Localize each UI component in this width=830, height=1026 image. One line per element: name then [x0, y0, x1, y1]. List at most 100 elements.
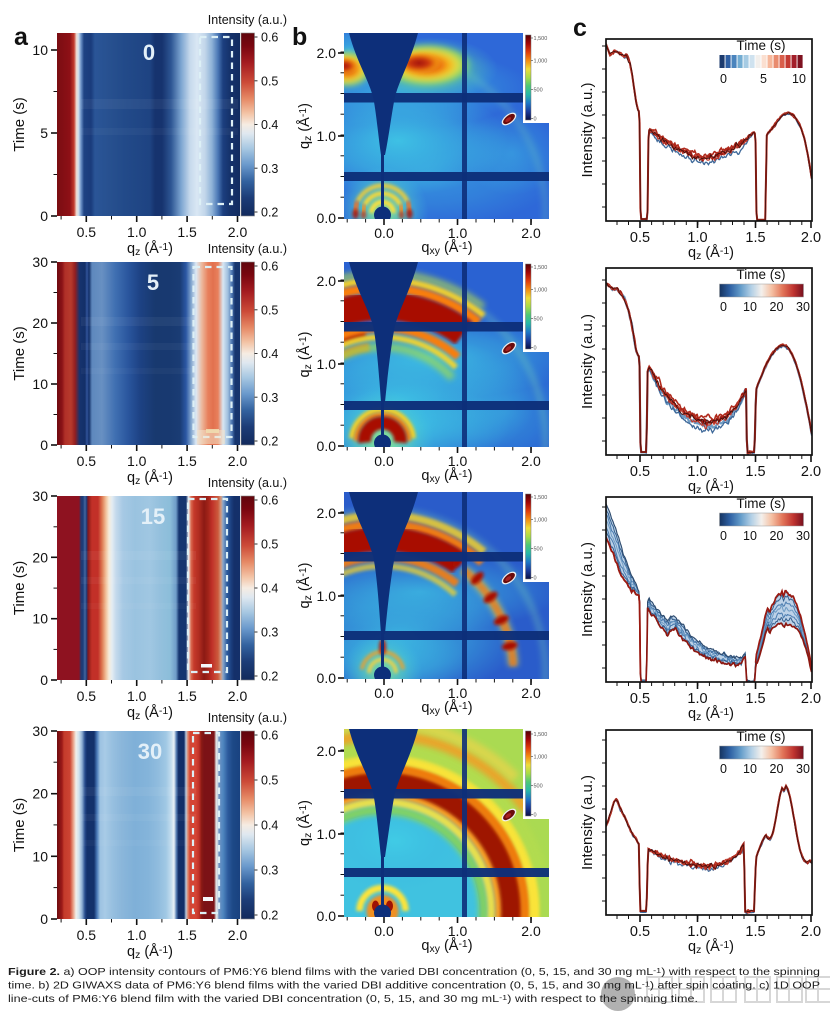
svg-text:0.4: 0.4 [261, 582, 278, 596]
svg-text:0.5: 0.5 [630, 464, 650, 480]
svg-text:2.0: 2.0 [801, 924, 821, 940]
svg-text:0.5: 0.5 [630, 230, 650, 246]
svg-text:2.0: 2.0 [801, 691, 821, 707]
svg-text:1.5: 1.5 [745, 924, 765, 940]
svg-text:2.0: 2.0 [317, 273, 337, 289]
svg-text:0.0: 0.0 [374, 923, 394, 939]
svg-text:0.5: 0.5 [261, 774, 278, 788]
svg-text:500: 500 [534, 88, 543, 94]
svg-text:0: 0 [40, 911, 48, 927]
svg-text:1.0: 1.0 [687, 464, 707, 480]
svg-text:Intensity (a.u.): Intensity (a.u.) [208, 13, 287, 27]
svg-text:Figure 2. a) OOP intensity co: Figure 2. a) OOP intensity contours of P… [8, 966, 820, 978]
svg-text:2.0: 2.0 [317, 45, 337, 61]
svg-text:1.0: 1.0 [317, 826, 337, 842]
svg-text:500: 500 [534, 317, 543, 323]
svg-text:1.0: 1.0 [448, 225, 468, 241]
svg-text:1.5: 1.5 [177, 688, 197, 704]
svg-text:0.6: 0.6 [261, 31, 278, 45]
svg-text:Time (s): Time (s) [11, 798, 28, 852]
svg-text:20: 20 [32, 786, 48, 802]
svg-text:Time (s): Time (s) [737, 267, 786, 282]
svg-text:1.0: 1.0 [127, 453, 147, 469]
svg-text:30: 30 [32, 488, 48, 504]
svg-text:1.0: 1.0 [127, 224, 147, 240]
svg-text:time. b) 2D GIWAXS data of PM6: time. b) 2D GIWAXS data of PM6:Y6 blend … [8, 979, 820, 991]
svg-text:0: 0 [720, 529, 727, 543]
svg-text:0.5: 0.5 [77, 688, 97, 704]
svg-text:0.2: 0.2 [261, 435, 278, 449]
svg-text:0.0: 0.0 [374, 225, 394, 241]
svg-text:1.5: 1.5 [177, 453, 197, 469]
svg-text:Intensity (a.u.): Intensity (a.u.) [208, 711, 287, 725]
svg-text:0: 0 [40, 437, 48, 453]
svg-text:1,000: 1,000 [534, 59, 548, 65]
svg-text:2.0: 2.0 [521, 225, 541, 241]
svg-text:30: 30 [32, 723, 48, 739]
svg-text:1.5: 1.5 [177, 927, 197, 943]
svg-text:0.5: 0.5 [77, 927, 97, 943]
svg-text:1,500: 1,500 [534, 36, 548, 42]
svg-text:0.3: 0.3 [261, 864, 278, 878]
svg-text:2.0: 2.0 [801, 230, 821, 246]
svg-text:Time (s): Time (s) [737, 496, 786, 511]
svg-text:1,000: 1,000 [534, 288, 548, 294]
svg-text:Time (s): Time (s) [737, 729, 786, 744]
svg-text:0: 0 [534, 117, 537, 123]
svg-text:1.0: 1.0 [448, 685, 468, 701]
svg-text:b: b [292, 23, 307, 51]
svg-text:1.0: 1.0 [687, 924, 707, 940]
svg-text:0: 0 [720, 762, 727, 776]
svg-text:1.5: 1.5 [745, 691, 765, 707]
svg-text:a: a [14, 23, 29, 51]
svg-text:1.0: 1.0 [317, 128, 337, 144]
svg-text:0: 0 [40, 208, 48, 224]
svg-text:0.4: 0.4 [261, 347, 278, 361]
svg-text:Time (s): Time (s) [11, 97, 28, 151]
svg-text:Intensity (a.u.): Intensity (a.u.) [208, 476, 287, 490]
svg-text:1.5: 1.5 [745, 230, 765, 246]
svg-text:10: 10 [743, 762, 757, 776]
svg-text:Time (s): Time (s) [11, 326, 28, 380]
svg-text:0: 0 [720, 72, 727, 86]
svg-text:1.0: 1.0 [127, 927, 147, 943]
svg-text:0.3: 0.3 [261, 162, 278, 176]
svg-text:30: 30 [796, 529, 810, 543]
svg-text:line-cuts of PM6:Y6 blend film: line-cuts of PM6:Y6 blend film with the … [8, 993, 698, 1005]
svg-text:0.0: 0.0 [317, 210, 337, 226]
svg-text:Time (s): Time (s) [11, 561, 28, 615]
svg-text:0: 0 [40, 672, 48, 688]
svg-text:1.0: 1.0 [127, 688, 147, 704]
svg-text:1.0: 1.0 [448, 923, 468, 939]
svg-text:2.0: 2.0 [521, 685, 541, 701]
svg-text:0.0: 0.0 [317, 670, 337, 686]
svg-text:0.5: 0.5 [261, 303, 278, 317]
svg-text:2.0: 2.0 [317, 505, 337, 521]
svg-text:2.0: 2.0 [228, 927, 248, 943]
svg-text:10: 10 [32, 611, 48, 627]
svg-text:0.3: 0.3 [261, 626, 278, 640]
svg-text:1,000: 1,000 [534, 518, 548, 524]
svg-text:5: 5 [147, 270, 159, 295]
svg-text:1.0: 1.0 [687, 230, 707, 246]
svg-text:20: 20 [32, 315, 48, 331]
svg-text:10: 10 [32, 42, 48, 58]
svg-text:0.5: 0.5 [630, 691, 650, 707]
svg-text:10: 10 [792, 72, 806, 86]
svg-text:15: 15 [141, 504, 165, 529]
svg-text:0.6: 0.6 [261, 494, 278, 508]
svg-text:30: 30 [32, 254, 48, 270]
svg-text:0: 0 [534, 813, 537, 819]
svg-text:1.0: 1.0 [317, 588, 337, 604]
svg-text:1,500: 1,500 [534, 732, 548, 738]
svg-text:30: 30 [796, 762, 810, 776]
svg-text:2.0: 2.0 [521, 453, 541, 469]
svg-text:0.5: 0.5 [77, 224, 97, 240]
svg-text:5: 5 [760, 72, 767, 86]
svg-text:10: 10 [32, 848, 48, 864]
svg-text:1.0: 1.0 [448, 453, 468, 469]
svg-text:1,000: 1,000 [534, 755, 548, 761]
svg-text:Intensity (a.u.): Intensity (a.u.) [579, 775, 596, 870]
svg-text:0.5: 0.5 [77, 453, 97, 469]
svg-text:2.0: 2.0 [228, 688, 248, 704]
